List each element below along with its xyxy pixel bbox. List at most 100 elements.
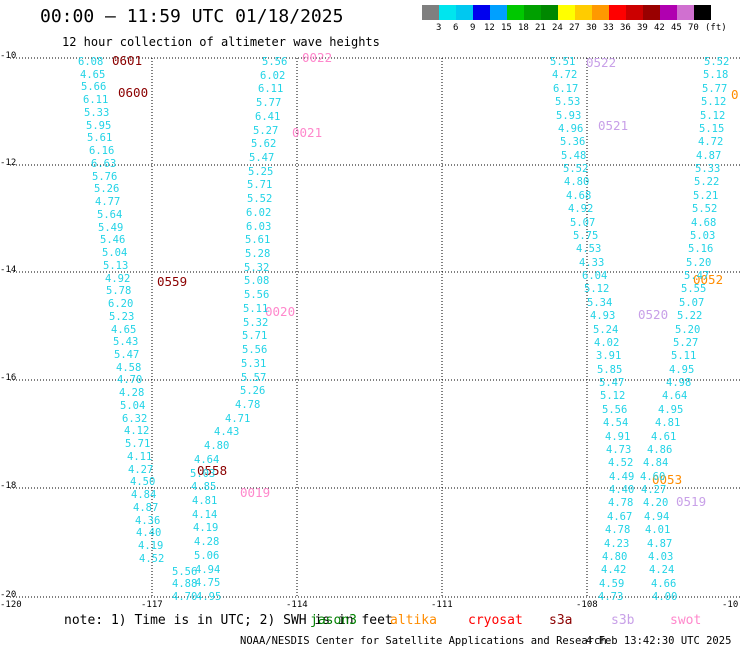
wave-height-value: 5.20	[686, 257, 712, 269]
wave-height-value: 5.48	[561, 150, 587, 162]
pass-label: 0019	[240, 485, 271, 500]
color-scale-label: 45	[671, 23, 682, 33]
wave-height-value: 5.43	[113, 336, 139, 348]
color-swatch	[490, 5, 507, 20]
wave-height-value: 5.15	[699, 123, 725, 135]
pass-label: 0521	[598, 118, 629, 133]
lat-tick-label: -18	[0, 481, 17, 491]
wave-height-value: 5.04	[102, 247, 128, 259]
wave-height-value: 5.61	[245, 234, 271, 246]
color-scale-label: 30	[586, 23, 597, 33]
wave-height-value: 4.92	[105, 273, 131, 285]
satellite-legend-cryosat: cryosat	[468, 613, 523, 628]
wave-height-value: 4.11	[127, 451, 153, 463]
color-swatch	[626, 5, 643, 20]
wave-height-value: 5.56	[242, 344, 268, 356]
wave-height-value: 5.25	[248, 166, 274, 178]
wave-height-value: 5.51	[550, 56, 576, 68]
wave-height-value: 5.64	[97, 209, 123, 221]
wave-height-value: 5.33	[84, 107, 110, 119]
wave-height-value: 5.18	[703, 69, 729, 81]
color-scale-label: 12	[484, 23, 495, 33]
lon-tick-label: -108	[576, 600, 598, 610]
wave-height-value: 4.81	[655, 417, 681, 429]
pass-label: 0020	[265, 304, 296, 319]
wave-height-value: 5.62	[251, 138, 277, 150]
color-swatch	[558, 5, 575, 20]
lat-tick-label: -10	[0, 51, 17, 61]
wave-height-value: 5.56	[244, 289, 270, 301]
wave-height-value: 5.78	[106, 285, 132, 297]
wave-height-value: 4.88	[172, 578, 198, 590]
wave-height-value: 5.27	[673, 337, 699, 349]
color-scale-label: 21	[535, 23, 546, 33]
wave-height-value: 4.70	[117, 374, 143, 386]
wave-height-value: 4.64	[194, 454, 220, 466]
wave-height-value: 5.52	[247, 193, 273, 205]
wave-height-value: 5.26	[240, 385, 266, 397]
color-scale-label: 39	[637, 23, 648, 33]
wave-height-value: 4.12	[124, 425, 150, 437]
satellite-legend-jason3: jason3	[310, 613, 357, 628]
wave-height-value: 4.36	[135, 515, 161, 527]
wave-height-value: 4.87	[696, 150, 722, 162]
wave-height-value: 5.12	[584, 283, 610, 295]
wave-height-value: 5.03	[190, 468, 216, 480]
satellite-legend-s3a: s3a	[549, 613, 573, 628]
wave-height-value: 4.92	[568, 203, 594, 215]
color-scale-label: 15	[501, 23, 512, 33]
color-swatch	[575, 5, 592, 20]
wave-height-value: 4.98	[666, 377, 692, 389]
wave-height-value: 4.80	[204, 440, 230, 452]
wave-height-value: 4.33	[579, 257, 605, 269]
color-swatch	[439, 5, 456, 20]
wave-height-value: 5.47	[684, 270, 710, 282]
pass-label: 0053	[652, 472, 683, 487]
wave-height-value: 5.31	[241, 358, 267, 370]
wave-height-value: 4.52	[139, 553, 165, 565]
color-swatch	[694, 5, 711, 20]
color-swatch	[609, 5, 626, 20]
wave-height-value: 4.78	[235, 399, 261, 411]
wave-height-value: 6.63	[91, 158, 117, 170]
color-scale-label: 24	[552, 23, 563, 33]
wave-height-value: 5.49	[98, 222, 124, 234]
wave-height-value: 4.65	[80, 69, 106, 81]
wave-height-value: 4.23	[604, 538, 630, 550]
wave-height-value: 5.28	[245, 248, 271, 260]
color-scale-label: 36	[620, 23, 631, 33]
color-swatch	[541, 5, 558, 20]
pass-label: 0022	[302, 50, 333, 65]
wave-height-value: 4.60	[640, 471, 666, 483]
wave-height-value: 4.75	[195, 577, 221, 589]
color-swatch	[507, 5, 524, 20]
map-subtitle: 12 hour collection of altimeter wave hei…	[62, 35, 380, 49]
wave-height-value: 4.72	[698, 136, 724, 148]
wave-height-value: 4.87	[647, 538, 673, 550]
wave-height-value: 5.04	[120, 400, 146, 412]
wave-height-value: 4.86	[647, 444, 673, 456]
wave-height-value: 4.71	[225, 413, 251, 425]
wave-height-value: 5.12	[600, 390, 626, 402]
wave-height-value: 4.70	[172, 591, 198, 603]
wave-height-value: 5.21	[693, 190, 719, 202]
wave-height-value: 4.65	[111, 324, 137, 336]
color-swatch	[473, 5, 490, 20]
wave-height-value: 4.54	[603, 417, 629, 429]
color-swatch	[422, 5, 439, 20]
wave-height-value: 6.20	[108, 298, 134, 310]
wave-height-value: 6.11	[83, 94, 109, 106]
wave-height-value: 5.22	[694, 176, 720, 188]
wave-height-value: 5.07	[679, 297, 705, 309]
pass-label: 0600	[118, 85, 149, 100]
wave-height-value: 4.95	[658, 404, 684, 416]
wave-height-value: 4.59	[599, 578, 625, 590]
pass-label: 0	[731, 87, 739, 102]
wave-height-value: 5.22	[677, 310, 703, 322]
color-scale-label: 70	[688, 23, 699, 33]
wave-height-value: 5.66	[81, 81, 107, 93]
pass-label: 0052	[693, 272, 724, 287]
wave-height-value: 4.58	[116, 362, 142, 374]
wave-height-value: 5.07	[570, 217, 596, 229]
wave-height-value: 5.46	[100, 234, 126, 246]
